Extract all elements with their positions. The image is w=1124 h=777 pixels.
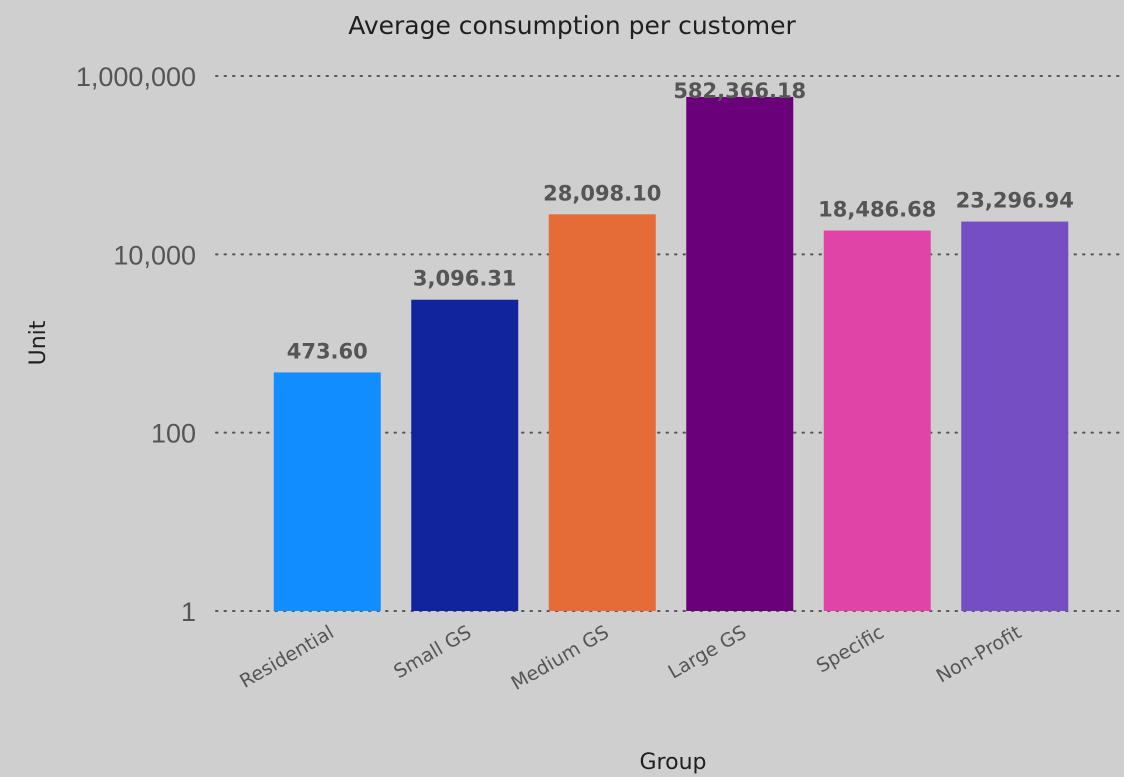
bar-medium-gs xyxy=(548,214,656,612)
bar-specific xyxy=(823,230,931,612)
y-tick-label: 1,000,000 xyxy=(76,62,196,92)
data-label: 473.60 xyxy=(287,339,368,363)
y-tick-label: 1 xyxy=(181,597,196,627)
y-tick-label: 100 xyxy=(151,419,196,449)
data-label: 28,098.10 xyxy=(543,181,661,205)
y-axis-title: Unit xyxy=(26,320,51,365)
data-label: 582,366.18 xyxy=(673,79,806,103)
chart-title: Average consumption per customer xyxy=(348,11,796,40)
y-tick-layer: 1 100 10,000 1,000,000 xyxy=(76,62,196,627)
data-label: 18,486.68 xyxy=(818,198,936,222)
bar-large-gs xyxy=(686,96,794,612)
data-label: 3,096.31 xyxy=(413,267,517,291)
data-label: 23,296.94 xyxy=(956,189,1074,213)
labels-layer: 473.60 3,096.31 28,098.10 582,366.18 18,486.… xyxy=(287,79,1074,363)
bar-non-profit xyxy=(961,221,1069,611)
x-axis-title: Group xyxy=(640,750,707,775)
y-tick-label: 10,000 xyxy=(113,240,196,270)
bar-small-gs xyxy=(411,299,519,611)
bar-residential xyxy=(273,372,381,611)
bars-layer xyxy=(273,96,1069,612)
